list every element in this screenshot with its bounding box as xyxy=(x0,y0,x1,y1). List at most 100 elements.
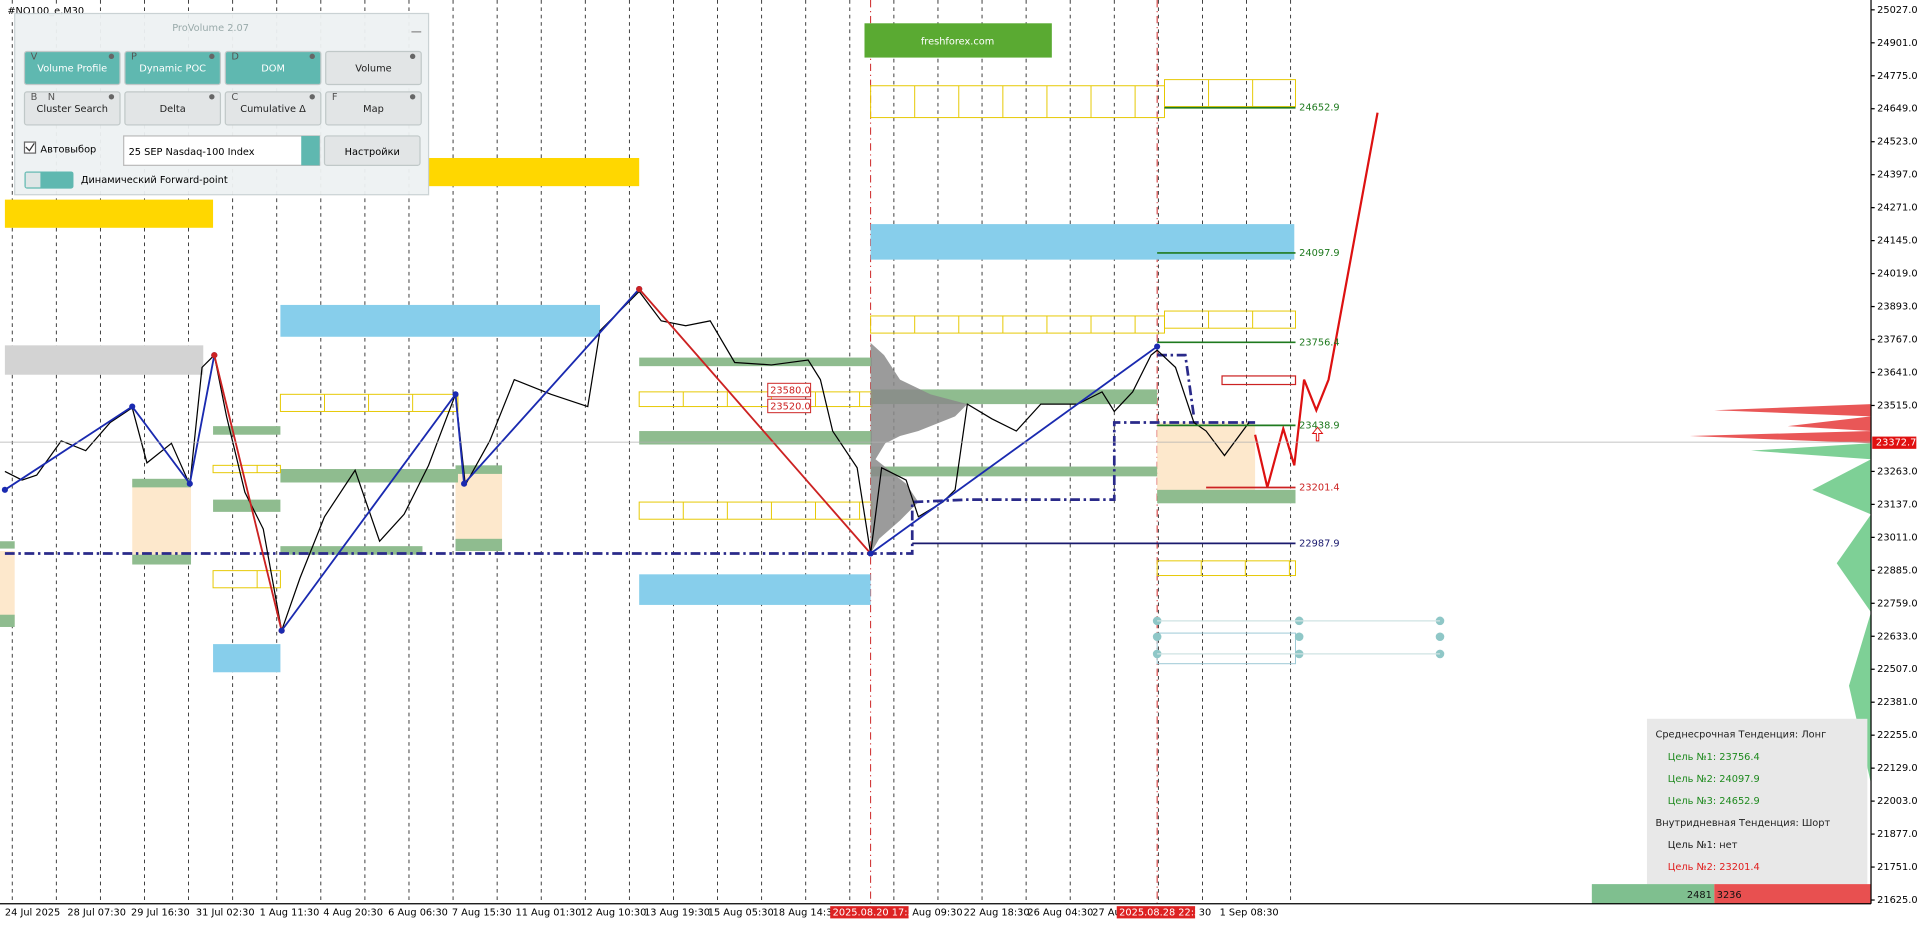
anchor-dot xyxy=(1294,632,1304,642)
target-level-label: 23756.4 xyxy=(1299,337,1339,348)
time-axis-label: 28 Jul 07:30 xyxy=(67,907,126,918)
time-axis-label: 22 Aug 18:30 xyxy=(964,907,1030,918)
button-label: DOM xyxy=(261,64,285,75)
time-axis-label: 1 Sep 08:30 xyxy=(1220,907,1279,918)
panel-title: ProVolume 2.07 xyxy=(172,23,249,34)
level-box xyxy=(279,393,459,412)
price-axis-label: 22885.0 xyxy=(1877,565,1917,576)
panel-button[interactable] xyxy=(325,50,422,86)
price-axis-label: 23893.0 xyxy=(1877,302,1917,313)
right-profile-green xyxy=(1751,443,1872,784)
zone-green xyxy=(870,466,1158,477)
zone-peach xyxy=(1157,422,1256,496)
price-axis-label: 24397.0 xyxy=(1877,170,1917,181)
button-gear xyxy=(108,94,115,100)
time-axis-label: 1 Aug 11:30 xyxy=(260,907,320,918)
time-axis-label: 12 Aug 10:30 xyxy=(580,907,646,918)
time-axis-label: 26 Aug 04:30 xyxy=(1027,907,1093,918)
button-label: Cluster Search xyxy=(37,104,108,115)
zone-green xyxy=(213,426,281,435)
right-profile-red xyxy=(1689,404,1872,444)
time-axis-label: 24 Jul 2025 xyxy=(5,907,60,918)
zone-green xyxy=(132,554,192,565)
select-spinner xyxy=(301,135,320,166)
info-box xyxy=(1646,718,1868,885)
price-axis-label: 22633.0 xyxy=(1877,631,1917,642)
sell-volume-label: 3236 xyxy=(1717,890,1742,901)
zone-yellow xyxy=(428,157,640,187)
button-gear xyxy=(309,94,315,100)
toggle-knob xyxy=(25,172,41,188)
zone-blue xyxy=(213,644,281,673)
level-box xyxy=(1164,310,1296,329)
price-axis-label: 22003.0 xyxy=(1877,796,1917,807)
time-axis-label: 31 Jul 02:30 xyxy=(196,907,255,918)
buy-volume-label: 2481 xyxy=(1687,890,1712,901)
panel-button[interactable] xyxy=(124,50,222,86)
zone-peach xyxy=(132,480,192,564)
zone-blue xyxy=(639,574,871,605)
pivot xyxy=(1154,343,1161,350)
price-axis-label: 25027.0 xyxy=(1877,5,1917,16)
current-price-tag xyxy=(1872,436,1917,449)
panel-button[interactable] xyxy=(23,91,121,126)
price-axis-label: 22255.0 xyxy=(1877,730,1917,741)
instrument-select[interactable] xyxy=(123,135,321,166)
anchor-dot xyxy=(1152,632,1162,642)
price-axis-label: 23767.0 xyxy=(1877,335,1917,346)
zone-blue xyxy=(280,304,600,337)
price-axis-label: 22129.0 xyxy=(1877,763,1917,774)
pivot xyxy=(636,285,643,293)
current-price-label: 23372.7 xyxy=(1876,438,1916,449)
button-hotkey: F xyxy=(332,92,338,103)
button-gear xyxy=(108,53,115,60)
button-hotkey: C xyxy=(231,92,238,103)
poc-line xyxy=(4,421,1256,555)
poc-line xyxy=(1157,353,1196,417)
info-line: Цель №3: 24652.9 xyxy=(1668,796,1760,807)
button-hotkey: P xyxy=(131,51,137,62)
zone-green xyxy=(639,357,872,367)
level-box xyxy=(1156,560,1296,577)
anchor-dot xyxy=(1435,632,1445,642)
zone-gray xyxy=(4,345,204,375)
level-box xyxy=(212,570,281,589)
watermark-bg xyxy=(864,23,1052,58)
settings-label: Настройки xyxy=(345,147,400,158)
price-marker-label: 23580.0 xyxy=(770,386,810,397)
zone-green xyxy=(0,541,15,549)
button-hotkey: N xyxy=(48,92,55,103)
pivot xyxy=(129,403,136,410)
checkbox[interactable] xyxy=(23,141,37,154)
panel-button[interactable] xyxy=(325,91,422,126)
price-marker xyxy=(767,398,812,414)
time-axis-label: 18 Aug 14:30 xyxy=(773,907,839,918)
price-axis-label: 22381.0 xyxy=(1877,697,1917,708)
time-axis-label: 6 Aug 06:30 xyxy=(388,907,448,918)
panel-button[interactable] xyxy=(124,91,222,126)
button-label: Delta xyxy=(160,104,186,115)
panel-button[interactable] xyxy=(23,50,121,86)
settings-button[interactable] xyxy=(323,135,421,166)
time-axis-label: 7 Aug 15:30 xyxy=(452,907,512,918)
panel-button[interactable] xyxy=(224,50,322,86)
level-box xyxy=(212,464,281,474)
button-label: Dynamic POC xyxy=(139,64,206,75)
autoselect-label: Автовыбор xyxy=(40,144,96,155)
level-box xyxy=(1221,375,1297,386)
sell-volume xyxy=(1714,884,1872,904)
price-axis-label: 24775.0 xyxy=(1877,71,1917,82)
button-gear xyxy=(209,94,215,100)
price-axis-label: 24523.0 xyxy=(1877,137,1917,148)
price-axis-label: 23263.0 xyxy=(1877,466,1917,477)
target-level-label: 24097.9 xyxy=(1299,248,1339,259)
time-axis-label: 13 Aug 19:30 xyxy=(644,907,710,918)
panel-button[interactable] xyxy=(224,91,322,126)
target-level-label: 23201.4 xyxy=(1299,483,1339,494)
level-box xyxy=(1156,632,1296,665)
target-level-label: 24652.9 xyxy=(1299,103,1339,114)
watermark: freshforex.com xyxy=(921,37,994,48)
info-line: Цель №1: 23756.4 xyxy=(1668,752,1760,763)
price-axis-label: 23515.0 xyxy=(1877,400,1917,411)
